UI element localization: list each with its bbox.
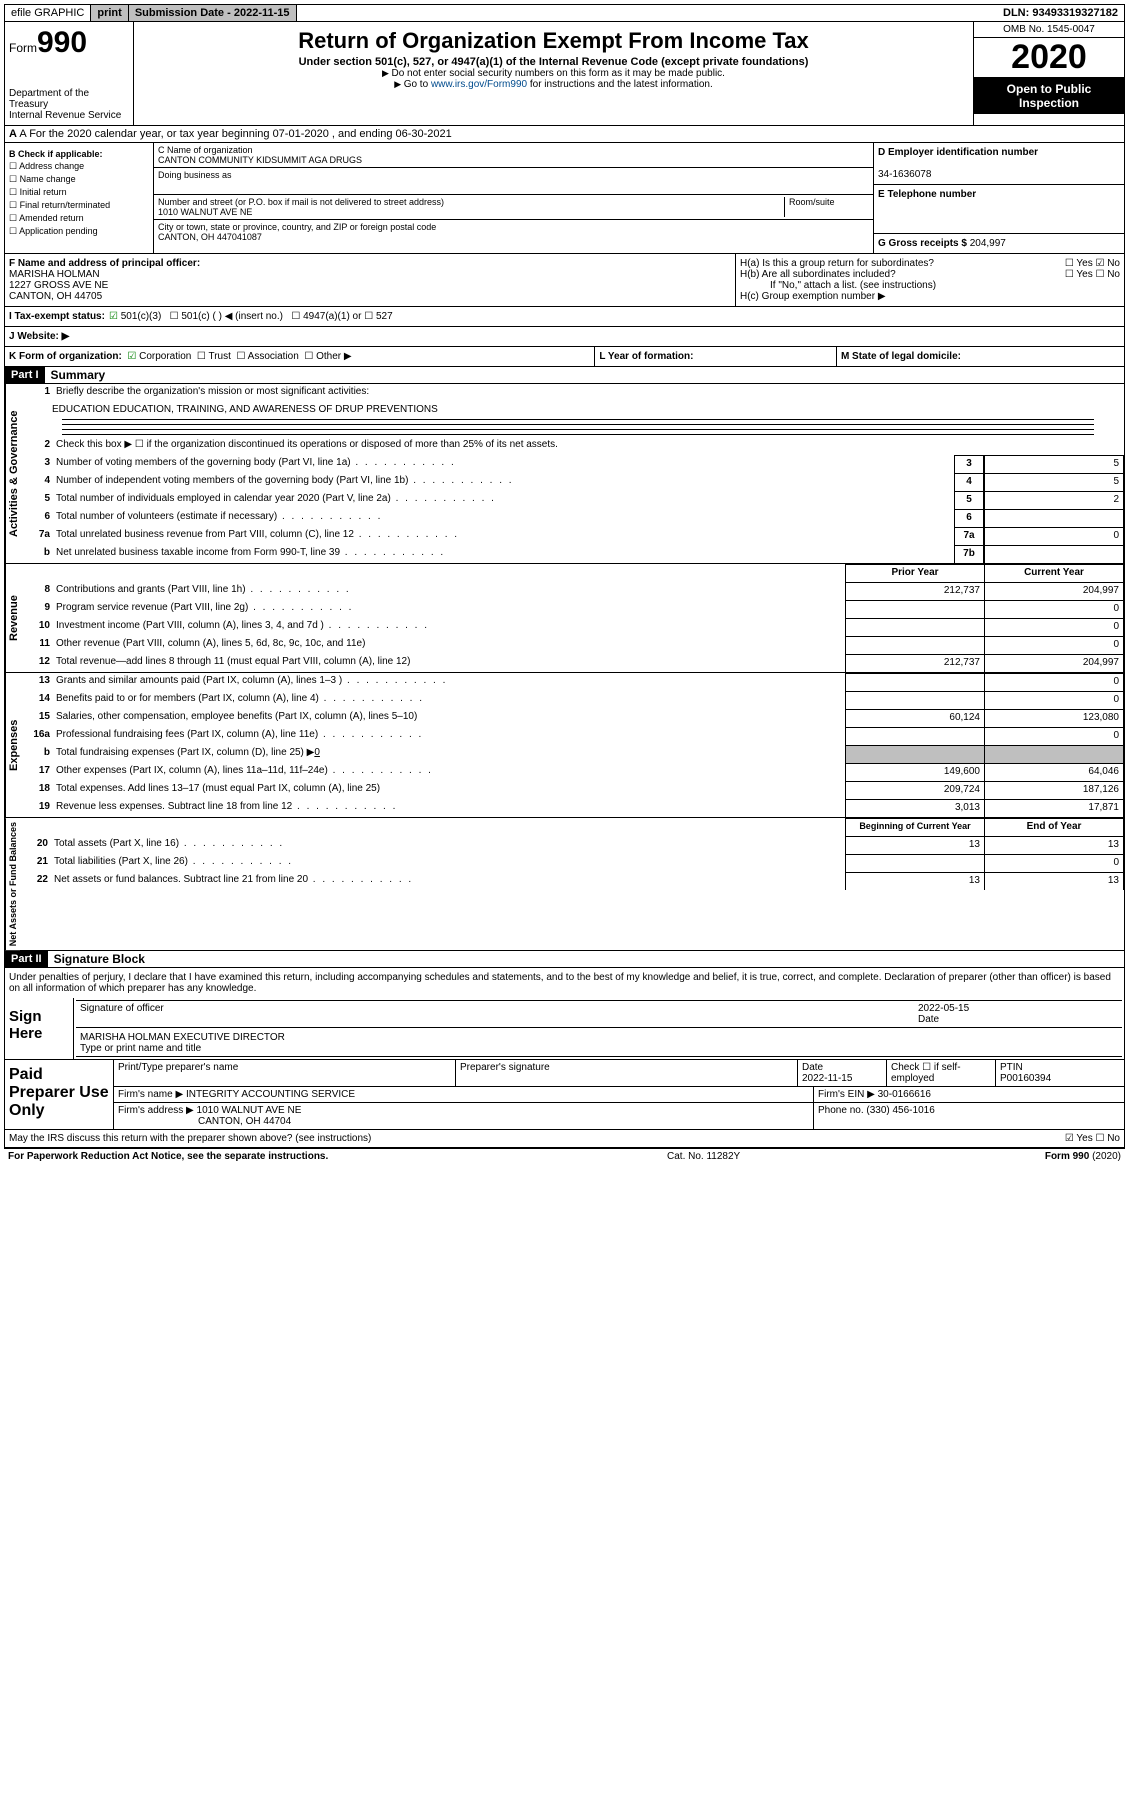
501c3-check[interactable]: 501(c)(3): [109, 311, 161, 322]
instructions-link[interactable]: www.irs.gov/Form990: [431, 79, 527, 90]
form-id-block: Form990 Department of the Treasury Inter…: [5, 22, 134, 125]
print-button[interactable]: print: [91, 5, 128, 21]
firm-name: INTEGRITY ACCOUNTING SERVICE: [186, 1089, 355, 1100]
org-address: 1010 WALNUT AVE NE: [158, 207, 252, 217]
form-of-org-row: K Form of organization: Corporation Trus…: [4, 347, 1125, 367]
signature-block: Under penalties of perjury, I declare th…: [4, 968, 1125, 1130]
tax-exempt-status-row: I Tax-exempt status: 501(c)(3) 501(c) ( …: [4, 307, 1125, 327]
address-change-check[interactable]: Address change: [9, 161, 149, 172]
net-assets-section: Net Assets or Fund Balances Beginning of…: [4, 818, 1125, 951]
revenue-section: Revenue Prior YearCurrent Year 8Contribu…: [4, 564, 1125, 673]
expenses-section: Expenses 13Grants and similar amounts pa…: [4, 673, 1125, 818]
discuss-row: May the IRS discuss this return with the…: [4, 1130, 1125, 1148]
initial-return-check[interactable]: Initial return: [9, 187, 149, 198]
website-row: J Website: ▶: [4, 327, 1125, 347]
form-header: Form990 Department of the Treasury Inter…: [4, 22, 1125, 126]
omb-number: OMB No. 1545-0047: [974, 22, 1124, 38]
form-title: Return of Organization Exempt From Incom…: [138, 28, 969, 54]
part1-header: Part I Summary: [4, 367, 1125, 384]
activities-governance-section: Activities & Governance 1Briefly describ…: [4, 384, 1125, 564]
page-footer: For Paperwork Reduction Act Notice, see …: [4, 1148, 1125, 1164]
amended-return-check[interactable]: Amended return: [9, 213, 149, 224]
application-pending-check[interactable]: Application pending: [9, 226, 149, 237]
entity-block: B Check if applicable: Address change Na…: [4, 143, 1125, 254]
checkbox-column: B Check if applicable: Address change Na…: [5, 143, 154, 253]
top-toolbar: efile GRAPHIC print Submission Date - 20…: [4, 4, 1125, 22]
tax-year-row: A A For the 2020 calendar year, or tax y…: [4, 126, 1125, 143]
name-change-check[interactable]: Name change: [9, 174, 149, 185]
gross-receipts: 204,997: [970, 238, 1006, 249]
submission-date-button[interactable]: Submission Date - 2022-11-15: [129, 5, 297, 21]
officer-group-row: F Name and address of principal officer:…: [4, 254, 1125, 307]
mission-text: EDUCATION EDUCATION, TRAINING, AND AWARE…: [22, 402, 1124, 417]
part2-header: Part II Signature Block: [4, 951, 1125, 968]
org-name: CANTON COMMUNITY KIDSUMMIT AGA DRUGS: [158, 155, 362, 165]
final-return-check[interactable]: Final return/terminated: [9, 200, 149, 211]
open-to-public: Open to PublicInspection: [974, 78, 1124, 114]
dln-label: DLN: 93493319327182: [997, 5, 1124, 21]
org-city: CANTON, OH 447041087: [158, 232, 262, 242]
efile-label: efile GRAPHIC: [5, 5, 91, 21]
officer-name: MARISHA HOLMAN EXECUTIVE DIRECTOR: [80, 1032, 285, 1043]
ein-value: 34-1636078: [878, 169, 931, 180]
tax-year: 2020: [974, 38, 1124, 78]
